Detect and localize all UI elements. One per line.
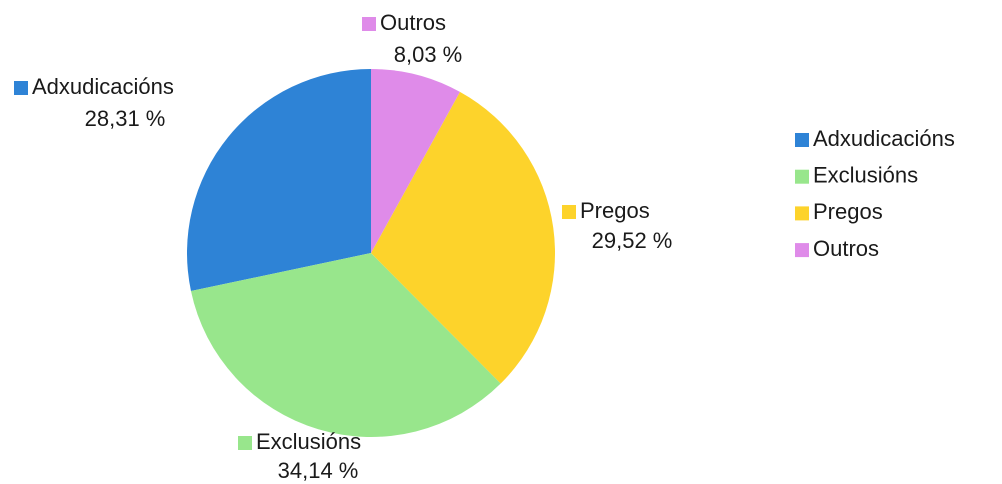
label-swatch: [362, 17, 376, 31]
slice-value: 28,31 %: [85, 106, 166, 131]
label-swatch: [562, 205, 576, 219]
legend-swatch: [795, 133, 809, 147]
legend-label: Pregos: [813, 199, 883, 224]
legend-swatch: [795, 243, 809, 258]
legend-swatch: [795, 169, 809, 184]
slice-label: Outros: [380, 10, 446, 35]
pie-slice: [187, 69, 371, 291]
label-swatch: [14, 81, 28, 95]
legend-label: Exclusións: [813, 163, 918, 188]
legend-label: Adxudicacións: [813, 126, 955, 151]
slice-label: Adxudicacións: [32, 74, 174, 99]
slice-label: Exclusións: [256, 429, 361, 454]
legend-swatch: [795, 206, 809, 221]
slice-value: 29,52 %: [592, 228, 673, 253]
slice-value: 8,03 %: [394, 42, 463, 67]
label-swatch: [238, 436, 252, 450]
legend-label: Outros: [813, 236, 879, 261]
pie-slice: [190, 253, 501, 438]
slice-value: 34,14 %: [278, 458, 359, 483]
pie-slice: [371, 91, 556, 384]
pie-slice: [371, 69, 460, 253]
slice-label: Pregos: [580, 198, 650, 223]
